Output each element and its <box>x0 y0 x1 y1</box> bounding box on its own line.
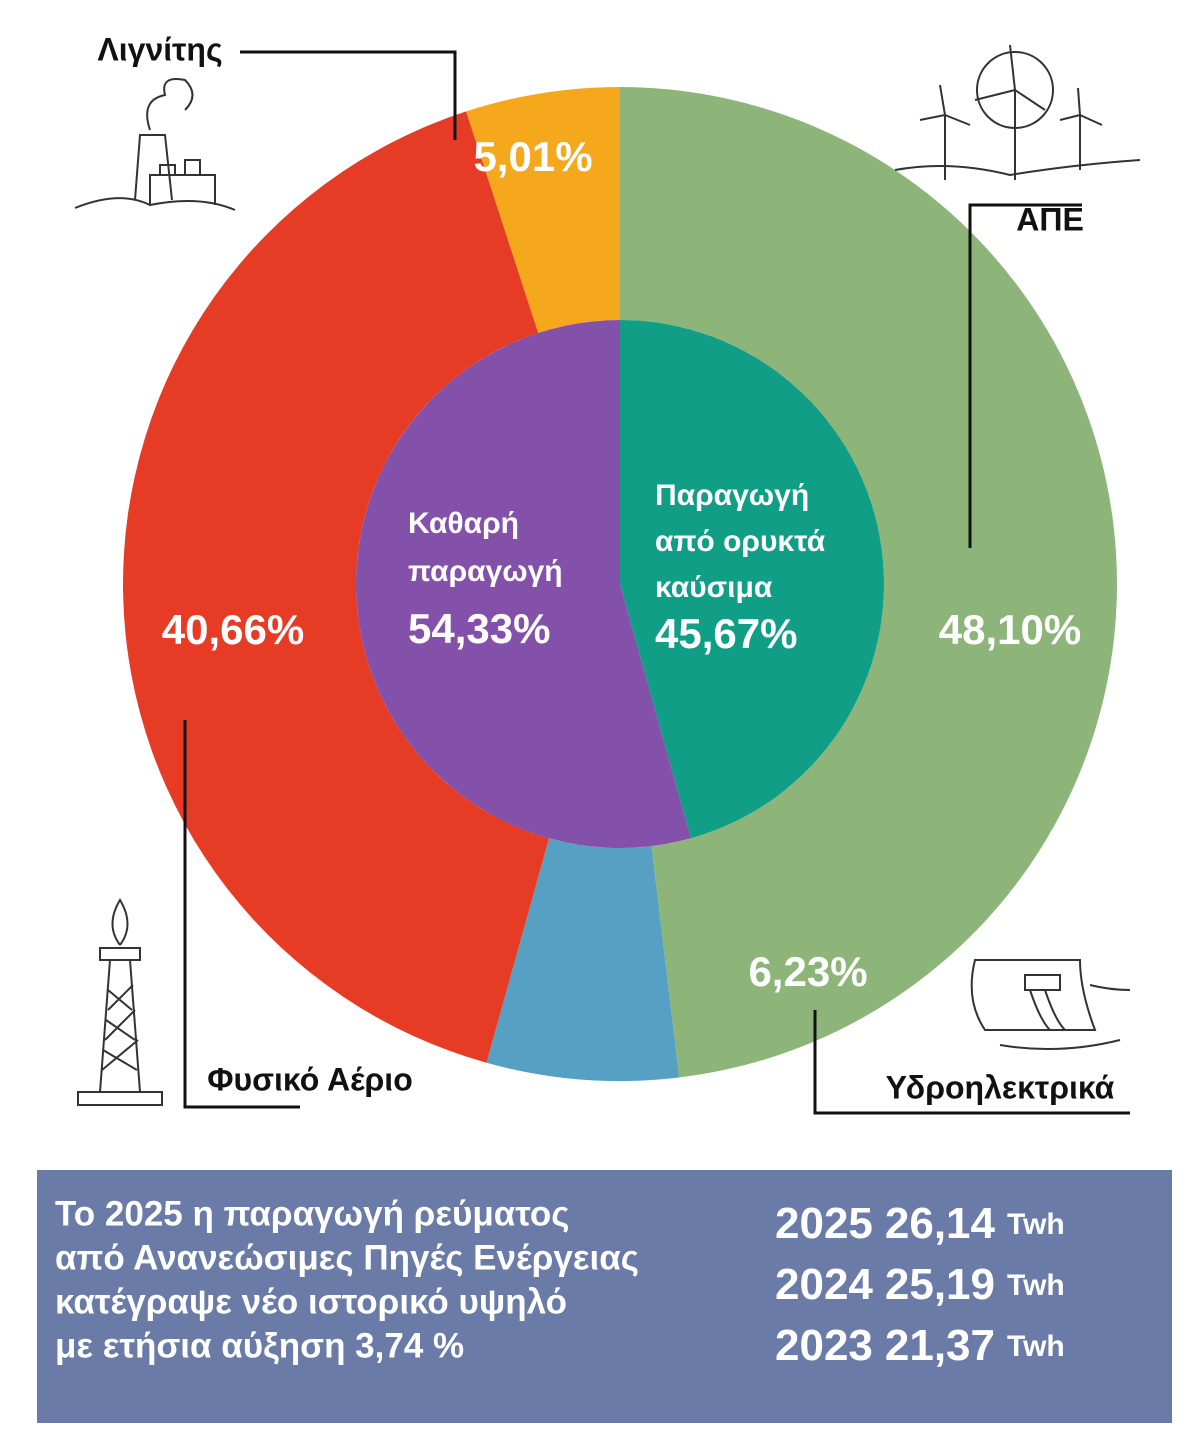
leader-lines <box>183 50 1130 1115</box>
production-row: 2023 21,37 Twh <box>775 1321 1065 1370</box>
production-value: 25,19 <box>885 1260 995 1309</box>
note-line: κατέγραψε νέο ιστορικό υψηλό <box>55 1282 567 1321</box>
value-label: 5,01% <box>473 133 592 180</box>
inner-value-label: 54,33% <box>408 605 550 652</box>
inner-category-label: παραγωγή <box>408 555 563 588</box>
factory-icon <box>74 78 236 211</box>
production-unit: Twh <box>1007 1269 1065 1302</box>
inner-category-label: Παραγωγή <box>655 479 809 512</box>
leader-line <box>968 203 1082 548</box>
note-line: Το 2025 η παραγωγή ρεύματος <box>55 1194 569 1233</box>
production-row: 2024 25,19 Twh <box>775 1260 1065 1309</box>
production-value: 26,14 <box>885 1199 996 1248</box>
outer-wedge <box>620 87 1117 1078</box>
inner-category-label: Καθαρή <box>408 507 519 540</box>
outer-wedge <box>466 87 620 333</box>
value-label: 48,10% <box>939 606 1081 653</box>
category-label: Λιγνίτης <box>97 31 222 67</box>
dam-icon <box>970 959 1131 1050</box>
labels: 48,10% ΑΠΕ 6,23% Υδροηλεκτρικά 40,66% Φυσικό … <box>97 31 1114 1105</box>
production-year: 2023 <box>775 1321 873 1370</box>
note-box <box>37 1170 1172 1423</box>
category-label: ΑΠΕ <box>1016 201 1084 237</box>
production-unit: Twh <box>1007 1208 1065 1241</box>
leader-line <box>183 720 300 1109</box>
production-year: 2024 <box>775 1260 873 1309</box>
inner-category-label: από ορυκτά <box>655 525 826 558</box>
category-label: Υδροηλεκτρικά <box>886 1069 1115 1105</box>
outer-wedge <box>123 111 550 1063</box>
note-line: με ετήσια αύξηση 3,74 % <box>55 1326 464 1365</box>
inner-value-label: 45,67% <box>655 610 797 657</box>
production-year: 2025 <box>775 1199 873 1248</box>
derrick-icon <box>77 898 163 1106</box>
value-label: 6,23% <box>748 948 867 995</box>
inner-category-label: καύσιμα <box>655 571 773 604</box>
inner-wedge <box>356 320 691 848</box>
value-label: 40,66% <box>162 606 304 653</box>
production-value: 21,37 <box>885 1321 995 1370</box>
outer-wedge <box>486 838 680 1081</box>
leader-line <box>813 1010 1130 1115</box>
production-row: 2025 26,14 Twh <box>775 1199 1065 1248</box>
category-label: Φυσικό Αέριο <box>207 1061 412 1097</box>
icons <box>74 44 1141 1106</box>
inner-wedge <box>620 320 884 839</box>
leader-line <box>240 50 457 140</box>
note: Το 2025 η παραγωγή ρεύματος από Ανανεώσιμ… <box>55 1194 1065 1369</box>
note-line: από Ανανεώσιμες Πηγές Ενέργειας <box>55 1238 639 1277</box>
wind-icon <box>894 44 1141 180</box>
production-unit: Twh <box>1007 1330 1065 1363</box>
donut <box>123 87 1117 1081</box>
